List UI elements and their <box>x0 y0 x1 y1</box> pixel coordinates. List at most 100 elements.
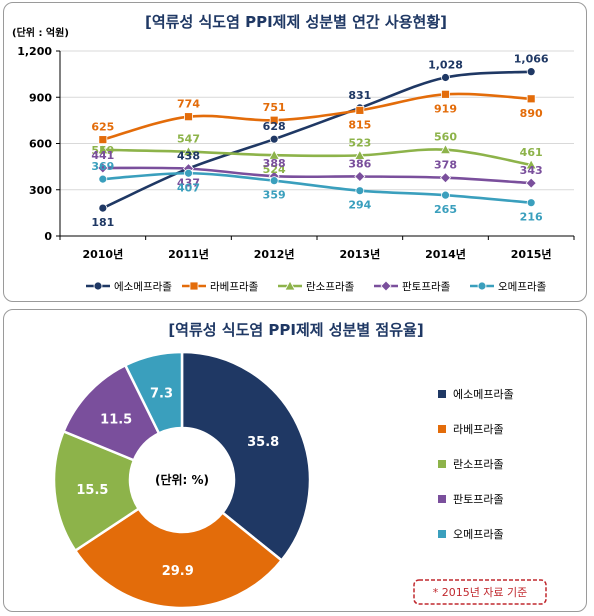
line-chart-panel: [역류성 식도염 PPI제제 성분별 연간 사용현황] (단위 : 억원) 0 3… <box>3 2 587 302</box>
footnote: * 2015년 자료 기준 <box>433 586 528 599</box>
data-label: 441 <box>91 149 114 162</box>
pie-slice <box>180 350 312 563</box>
legend-entry: 란소프라졸 <box>453 458 504 471</box>
y-tick-label: 1,200 <box>17 45 52 58</box>
data-label: 407 <box>177 181 200 194</box>
x-tick-label: 2012년 <box>254 247 295 261</box>
legend-swatch-marker <box>284 280 296 291</box>
series-line <box>102 92 532 141</box>
pie-slice <box>52 429 141 553</box>
series-point <box>98 135 108 145</box>
data-label: 559 <box>91 144 114 157</box>
series-point <box>97 143 109 155</box>
axes: 0 300 600 900 1,200 2010년 2011년 2012년 2013년 2014년… <box>17 45 575 261</box>
y-tick-label: 600 <box>29 138 52 151</box>
legend-entry: 에소메프라졸 <box>114 281 172 293</box>
x-tick-label: 2011년 <box>168 247 209 261</box>
legend-swatch <box>438 495 446 503</box>
series-point <box>184 112 193 122</box>
series-point <box>182 145 195 157</box>
unit-label: (단위 : 억원) <box>12 26 69 39</box>
legend-swatch <box>438 425 446 433</box>
series-point <box>526 67 536 77</box>
legend-entry: 오메프라졸 <box>453 528 504 541</box>
legend-entry: 판토프라졸 <box>402 281 451 293</box>
data-label: 369 <box>91 160 114 173</box>
data-label: 831 <box>348 89 371 102</box>
y-tick-label: 900 <box>29 91 52 104</box>
data-label: 343 <box>520 164 543 177</box>
series-point <box>269 176 279 186</box>
slice-labels: 35.8 29.9 15.5 11.5 7.3 <box>76 386 279 579</box>
x-tick-label: 2013년 <box>339 247 380 261</box>
legend-entry: 판토프라졸 <box>453 493 504 506</box>
series-group <box>97 67 537 213</box>
series-point <box>525 159 537 170</box>
data-labels: 181 438 628 831 1,028 1,066 625 774 751 815 919 890… <box>91 53 549 229</box>
slice-label: 29.9 <box>162 564 194 579</box>
slice-label: 11.5 <box>100 413 132 428</box>
series-point <box>441 190 450 200</box>
legend-swatch-marker <box>93 281 103 291</box>
data-label: 625 <box>91 121 114 134</box>
data-label: 628 <box>263 120 286 133</box>
legend-swatch-marker <box>380 280 392 292</box>
series-point <box>441 89 450 99</box>
data-label: 437 <box>177 177 200 190</box>
data-label: 560 <box>434 131 457 144</box>
series-point <box>526 198 536 208</box>
data-label: 294 <box>348 199 371 212</box>
slice-label: 7.3 <box>150 386 173 401</box>
slices-group <box>52 350 312 610</box>
pie-chart-title: [역류성 식도염 PPI제제 성분별 점유율] <box>168 321 423 339</box>
series-point <box>184 168 193 178</box>
legend-entry: 에소메프라졸 <box>453 388 514 401</box>
pie-slice <box>123 350 184 436</box>
data-label: 386 <box>348 157 371 170</box>
data-label: 461 <box>520 146 543 159</box>
data-label: 265 <box>434 203 457 216</box>
data-label: 919 <box>434 102 457 115</box>
y-tick-label: 0 <box>44 230 52 243</box>
series-point <box>355 186 365 196</box>
legend-swatch-marker <box>477 281 487 291</box>
data-label: 1,066 <box>514 53 549 66</box>
data-label: 359 <box>263 189 286 202</box>
legend-entry: 오메프라졸 <box>498 281 547 293</box>
data-label: 547 <box>177 133 200 146</box>
series-point <box>354 149 366 160</box>
data-label: 438 <box>177 149 200 162</box>
series-point <box>526 94 536 104</box>
data-label: 524 <box>263 163 286 176</box>
data-label: 388 <box>263 157 286 170</box>
legend-swatch <box>438 390 446 398</box>
data-label: 181 <box>91 216 114 229</box>
x-tick-label: 2014년 <box>425 247 466 261</box>
y-tick-label: 300 <box>29 184 52 197</box>
line-chart: [역류성 식도염 PPI제제 성분별 연간 사용현황] (단위 : 억원) 0 3… <box>12 13 575 293</box>
center-label: (단위: %) <box>155 472 209 487</box>
legend: 에소메프라졸 라베프라졸 란소프라졸 판토프라졸 오메프라졸 <box>86 280 547 293</box>
series-point <box>525 177 537 189</box>
series-point <box>439 143 452 155</box>
legend-swatch <box>438 460 446 468</box>
data-label: 216 <box>520 211 543 224</box>
legend-entry: 란소프라졸 <box>306 281 355 293</box>
series-point <box>98 174 108 184</box>
legend-swatch <box>438 530 446 538</box>
legend-entry: 라베프라졸 <box>210 281 259 293</box>
series-point <box>439 172 452 184</box>
data-label: 378 <box>434 159 457 172</box>
series-line <box>102 171 532 204</box>
gridlines <box>60 50 574 191</box>
pie-slice <box>73 506 284 610</box>
series-line <box>102 70 532 210</box>
series-point <box>268 149 280 160</box>
data-label: 815 <box>348 118 371 131</box>
pie-chart-panel: [역류성 식도염 PPI제제 성분별 점유율] 35.8 29.9 15.5 11.5… <box>3 309 587 612</box>
slice-label: 15.5 <box>76 483 108 498</box>
data-label: 1,028 <box>428 59 463 72</box>
series-point <box>97 162 109 174</box>
x-tick-label: 2015년 <box>511 247 552 261</box>
